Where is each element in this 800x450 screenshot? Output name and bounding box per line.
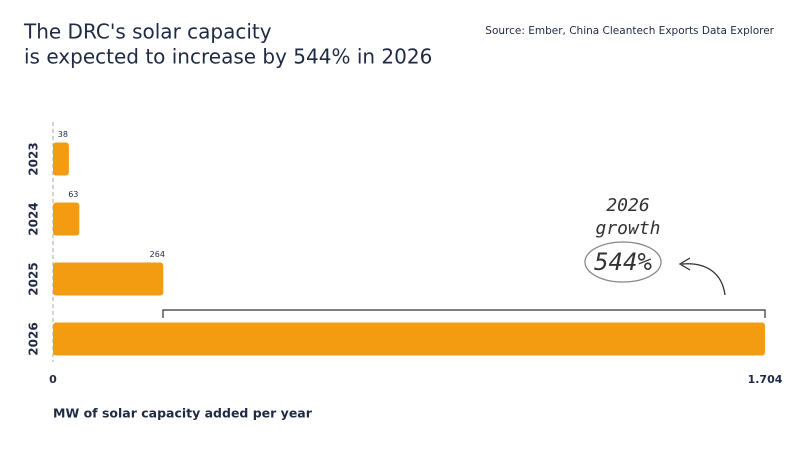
data-label: 264 bbox=[150, 250, 165, 259]
bracket bbox=[162, 309, 766, 318]
y-tick-label: 2025 bbox=[27, 262, 41, 295]
annotation-value: 544% bbox=[594, 248, 652, 276]
y-tick-label: 2023 bbox=[27, 142, 41, 175]
source: Source: Ember, China Cleantech Exports D… bbox=[485, 25, 774, 37]
bar bbox=[53, 262, 164, 296]
bar bbox=[53, 322, 765, 356]
annotation: growth bbox=[595, 218, 660, 239]
y-tick-label: 2026 bbox=[27, 322, 41, 355]
annotation-circle bbox=[584, 241, 662, 283]
bar bbox=[53, 142, 69, 176]
bar bbox=[53, 202, 80, 236]
data-label: 38 bbox=[58, 130, 68, 139]
annotation-arrow bbox=[678, 257, 726, 296]
x-axis-title: MW of solar capacity added per year bbox=[53, 406, 313, 421]
annotation: 2026 bbox=[606, 195, 649, 216]
x-tick-label: 0 bbox=[49, 373, 57, 386]
data-label: 63 bbox=[68, 190, 78, 199]
y-tick-label: 2024 bbox=[27, 202, 41, 235]
chart-title-line: is expected to increase by 544% in 2026 bbox=[24, 45, 432, 69]
x-tick-label: 1.704 bbox=[748, 373, 783, 386]
chart-title-line: The DRC's solar capacity bbox=[23, 20, 272, 44]
